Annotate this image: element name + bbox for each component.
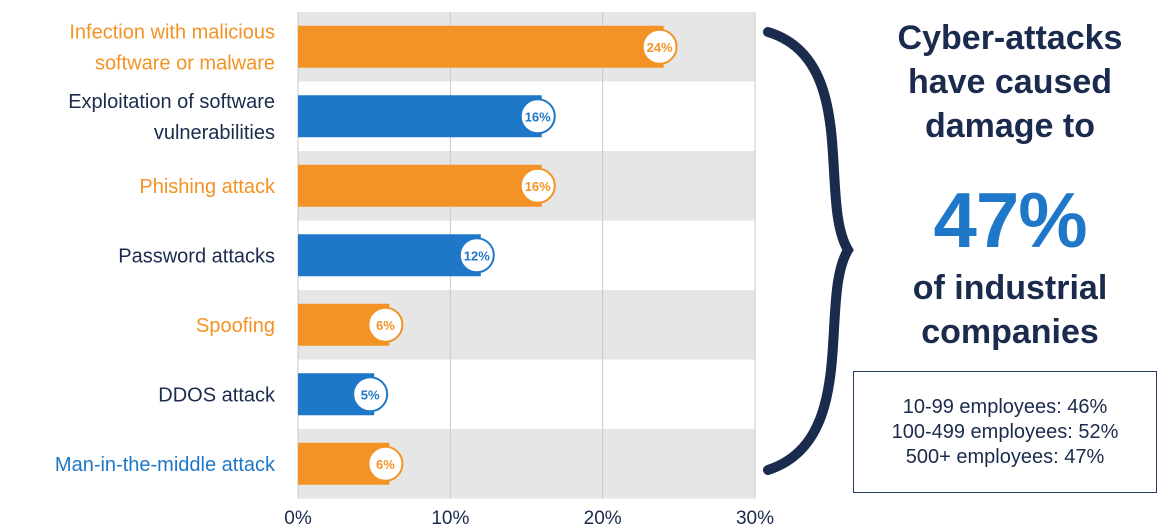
category-label: software or malware	[95, 52, 275, 74]
category-label: DDOS attack	[158, 384, 276, 406]
x-tick-label: 30%	[736, 508, 774, 529]
category-label: Man-in-the-middle attack	[55, 454, 276, 476]
category-label: Password attacks	[118, 245, 275, 267]
data-label-badge	[519, 167, 556, 204]
data-label-badge	[519, 98, 556, 135]
bar	[298, 95, 542, 138]
headline-top: Cyber-attacks have caused damage to	[860, 16, 1160, 148]
data-label: 12%	[464, 248, 490, 263]
stat-line: 100-499 employees: 52%	[891, 420, 1119, 443]
data-label-badge	[641, 28, 678, 65]
bar	[298, 164, 542, 207]
curly-brace	[763, 27, 854, 475]
category-label: Phishing attack	[139, 176, 276, 198]
data-label-badge	[367, 445, 404, 482]
data-label: 24%	[647, 40, 673, 55]
headline-line: damage to	[924, 107, 1096, 145]
headline-line: companies	[921, 313, 1099, 351]
headline-line: Cyber-attacks	[897, 19, 1123, 57]
data-label: 6%	[376, 318, 395, 333]
headline-line: of industrial	[912, 269, 1108, 307]
x-tick-label: 20%	[584, 508, 622, 529]
bar	[298, 234, 481, 277]
data-label: 5%	[361, 387, 380, 402]
data-label: 16%	[525, 179, 551, 194]
headline-bottom: of industrial companies	[860, 266, 1160, 354]
data-labels: 24% 16% 16% 12% 6% 5% 6%	[352, 28, 678, 482]
category-labels: Infection with malicious software or malw…	[55, 21, 276, 476]
x-tick-label: 0%	[284, 508, 312, 529]
data-label-badge	[458, 237, 495, 274]
x-tick-label: 10%	[431, 508, 469, 529]
data-label-badge	[352, 376, 389, 413]
category-label: Exploitation of software	[68, 91, 275, 113]
data-label: 16%	[525, 109, 551, 124]
bar	[298, 25, 664, 68]
stat-line: 10-99 employees: 46%	[902, 395, 1108, 418]
headline-line: have caused	[907, 63, 1113, 101]
data-label: 6%	[376, 457, 395, 472]
data-label-badge	[367, 306, 404, 343]
headline-percentage: 47%	[933, 176, 1087, 264]
category-label: Infection with malicious	[69, 21, 275, 43]
employee-stats-box: 10-99 employees: 46% 100-499 employees: …	[853, 371, 1157, 493]
category-label: vulnerabilities	[154, 122, 275, 144]
category-label: Spoofing	[196, 315, 275, 337]
x-tick-labels: 0% 10% 20% 30%	[284, 508, 774, 529]
stat-line: 500+ employees: 47%	[905, 445, 1105, 468]
